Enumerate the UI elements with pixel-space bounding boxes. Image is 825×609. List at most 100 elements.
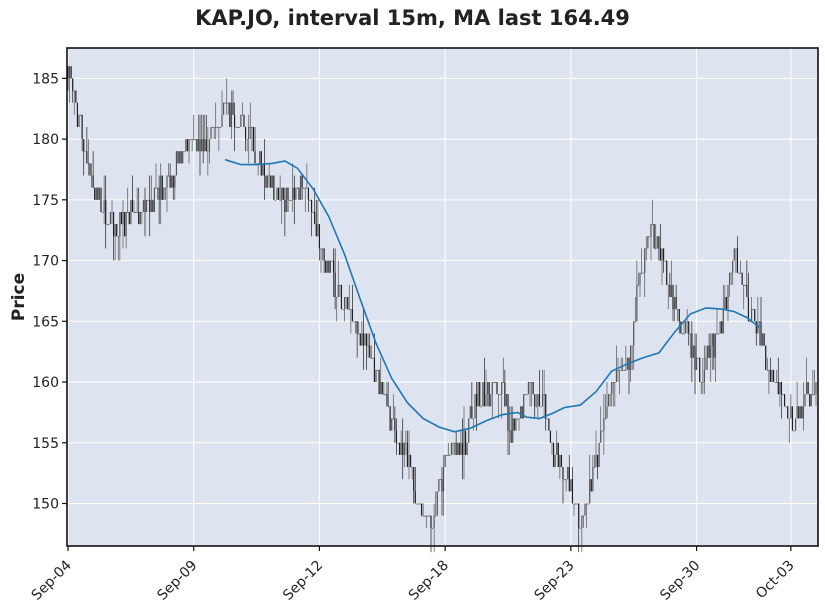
candle-body [248, 126, 250, 140]
candle-body [787, 406, 789, 419]
candle-body [728, 272, 731, 285]
candle-body [387, 406, 390, 408]
candle-body [182, 151, 184, 164]
candle-body [576, 503, 578, 505]
plot-frame [66, 47, 819, 547]
candle-body [497, 394, 500, 396]
candle-body [799, 406, 801, 419]
candle-body [207, 151, 209, 153]
candle-body [73, 90, 75, 92]
candle-body [221, 114, 223, 127]
candle-body [177, 151, 179, 164]
candle-body [172, 175, 174, 188]
candle-body [378, 369, 380, 395]
candle-body [738, 272, 740, 274]
candle-body [419, 503, 421, 505]
candle-body [262, 163, 264, 176]
candle-body [92, 175, 94, 188]
candle-body [266, 175, 269, 188]
candle-body [358, 333, 360, 335]
candle-body [149, 199, 151, 212]
candle-layer [67, 66, 817, 553]
candle-body [516, 418, 519, 420]
candle-body [105, 199, 107, 225]
candle-body [416, 503, 418, 505]
candle-body [138, 211, 140, 225]
candle-body [425, 515, 427, 517]
candle-body [460, 442, 462, 455]
candle-body [651, 224, 654, 226]
candle-body [479, 382, 481, 407]
candle-body [397, 442, 399, 444]
candle-body [307, 187, 310, 200]
candle-body [340, 284, 343, 310]
candle-body [673, 297, 676, 310]
candle-body [145, 199, 148, 212]
candle-body [540, 406, 542, 408]
candle-body [259, 151, 261, 164]
candle-body [505, 394, 508, 407]
y-tick-label: 165 [32, 314, 59, 330]
y-tick-label: 175 [32, 193, 59, 209]
candle-body [208, 139, 211, 152]
candle-body [288, 199, 291, 201]
candle-body [815, 382, 817, 395]
candle-body [735, 248, 737, 250]
candle-body [268, 175, 270, 177]
candle-body [552, 442, 555, 468]
candle-body [72, 78, 74, 91]
candle-body [683, 333, 685, 335]
candle-body [534, 394, 536, 407]
candle-body [532, 382, 534, 395]
candle-body [717, 333, 720, 335]
candle-body [167, 175, 170, 177]
candle-body [695, 357, 698, 370]
candle-body [281, 187, 283, 200]
candle-body [394, 418, 396, 431]
candle-body [574, 503, 577, 505]
candle-body [593, 467, 596, 469]
candle-body [798, 406, 800, 419]
candle-body [631, 345, 633, 347]
candle-body [83, 139, 85, 152]
candle-body [537, 394, 539, 407]
candle-body [611, 382, 613, 395]
candle-body [310, 199, 313, 212]
candle-body [141, 211, 143, 213]
candle-body [171, 175, 173, 188]
candle-body [526, 394, 528, 396]
candle-body [584, 503, 586, 516]
candle-body [711, 333, 713, 346]
candle-body [218, 126, 220, 128]
candle-body [675, 297, 677, 310]
candle-body [356, 321, 358, 334]
candle-body [233, 114, 236, 127]
candle-body [785, 406, 787, 408]
candle-body [420, 503, 423, 516]
y-tick-label: 170 [32, 254, 59, 270]
candle-body [512, 418, 514, 443]
candle-body [757, 321, 759, 334]
candle-body [285, 187, 288, 212]
candle-body [287, 187, 289, 200]
candle-body [339, 284, 341, 286]
candle-body [361, 333, 363, 346]
candle-body [411, 467, 413, 469]
candle-body [442, 467, 445, 492]
candle-body [754, 309, 756, 322]
candle-body [431, 527, 434, 529]
candle-body [579, 527, 581, 529]
candle-body [463, 430, 465, 455]
candle-body [292, 187, 294, 200]
candle-body [402, 442, 404, 455]
candle-body [235, 126, 237, 128]
candle-body [408, 454, 410, 468]
candle-body [653, 224, 655, 249]
candle-body [87, 163, 90, 165]
candle-body [381, 382, 383, 395]
candle-body [365, 333, 368, 346]
candle-body [736, 248, 739, 273]
candle-body [317, 224, 319, 237]
candle-body [623, 369, 625, 371]
